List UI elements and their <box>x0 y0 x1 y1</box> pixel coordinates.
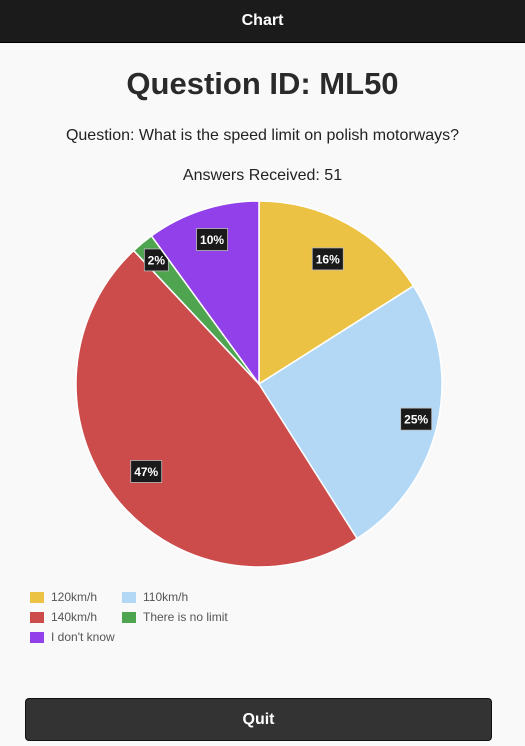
legend-item-110km-h[interactable]: 110km/h <box>122 590 188 604</box>
pie-label-i-don-t-know: 10% <box>196 228 228 251</box>
pie-label-text: 25% <box>404 413 428 427</box>
pie-label-there-is-no-limit: 2% <box>143 248 169 272</box>
pie-label-box <box>311 247 344 271</box>
pie-label-text: 2% <box>148 253 166 267</box>
quit-button[interactable]: Quit <box>25 698 492 741</box>
legend-label: There is no limit <box>143 610 228 624</box>
pie-label-box <box>400 407 433 431</box>
legend-item-i-don-t-know[interactable]: I don't know <box>30 630 115 644</box>
legend-swatch <box>30 611 44 623</box>
legend-item-120km-h[interactable]: 120km/h <box>30 590 97 604</box>
legend-label: 120km/h <box>51 590 98 604</box>
top-bar-title: Chart <box>241 12 284 29</box>
answers-received-text: Answers Received: 51 <box>182 167 343 184</box>
pie-label-140km-h: 47% <box>130 460 163 483</box>
page-title: Question ID: ML50 <box>126 66 399 101</box>
pie-label-text: 47% <box>134 465 158 479</box>
pie-slice-140km-h[interactable] <box>75 249 359 568</box>
pie-slice-110km-h[interactable] <box>257 284 443 540</box>
legend-label: 140km/h <box>51 610 98 624</box>
question-text: Question: What is the speed limit on pol… <box>65 127 460 144</box>
pie-label-box <box>130 460 163 483</box>
pie-slice-120km-h[interactable] <box>258 200 415 386</box>
pie-label-text: 10% <box>200 233 224 247</box>
pie-slice-i-don-t-know[interactable] <box>150 200 260 387</box>
legend-item-140km-h[interactable]: 140km/h <box>30 610 97 624</box>
pie-label-box <box>196 228 228 251</box>
pie-label-120km-h: 16% <box>311 247 344 271</box>
legend-label: 110km/h <box>143 590 189 604</box>
legend-swatch <box>30 631 44 643</box>
legend-label: I don't know <box>51 630 115 644</box>
legend-swatch <box>122 591 136 603</box>
legend-item-there-is-no-limit[interactable]: There is no limit <box>122 610 228 624</box>
legend-swatch <box>30 591 44 603</box>
top-bar: Chart <box>0 0 525 43</box>
pie-label-text: 16% <box>316 252 340 266</box>
pie-label-110km-h: 25% <box>400 407 433 431</box>
legend-swatch <box>122 611 136 623</box>
